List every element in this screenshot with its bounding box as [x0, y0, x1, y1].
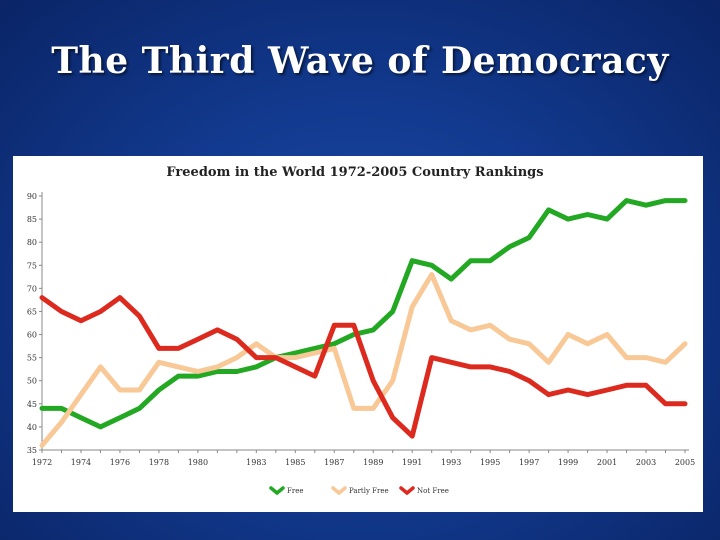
legend-swatch-free [275, 486, 285, 495]
y-tick-label: 70 [27, 284, 37, 293]
y-tick-label: 45 [27, 400, 37, 409]
x-tick-label: 1993 [441, 458, 461, 467]
series-line-not-free [39, 295, 688, 439]
y-tick-label: 65 [27, 307, 37, 316]
x-tick-label: 1983 [246, 458, 266, 467]
x-tick-label: 1999 [558, 458, 578, 467]
x-tick-label: 2001 [597, 458, 617, 467]
x-tick-label: 1976 [110, 458, 130, 467]
x-tick-label: 1978 [149, 458, 169, 467]
y-tick-label: 60 [27, 331, 37, 340]
x-tick-label: 1997 [519, 458, 539, 467]
series-line-free [39, 198, 688, 430]
chart-legend: Free Partly Free Not Free [269, 486, 449, 495]
y-tick-label: 75 [27, 261, 37, 270]
chart-series [39, 198, 688, 448]
x-tick-label: 2003 [636, 458, 656, 467]
x-tick-label: 1974 [71, 458, 91, 467]
slide-title: The Third Wave of Democracy [51, 40, 669, 82]
legend-label-not-free: Not Free [417, 487, 449, 495]
x-tick-label: 1980 [188, 458, 208, 467]
x-tick-label: 1995 [480, 458, 500, 467]
x-tick-label: 1972 [32, 458, 52, 467]
x-tick-label: 1989 [363, 458, 383, 467]
chart-axes: 35 40 45 50 55 60 65 70 75 80 85 90 1972 1974 1976 1978… [27, 192, 695, 467]
x-tick-label: 1991 [402, 458, 422, 467]
legend-swatch-partly-free [337, 486, 347, 495]
y-tick-label: 55 [27, 354, 37, 363]
x-tick-label: 1985 [285, 458, 305, 467]
series-line-partly-free [39, 272, 688, 448]
legend-label-free: Free [287, 487, 304, 495]
y-tick-label: 35 [27, 446, 37, 455]
legend-label-partly-free: Partly Free [349, 487, 389, 495]
y-tick-label: 90 [27, 192, 37, 201]
y-tick-label: 80 [27, 238, 37, 247]
y-tick-label: 85 [27, 215, 37, 224]
legend-swatch-not-free [405, 486, 415, 495]
y-tick-label: 40 [27, 423, 37, 432]
line-chart: Freedom in the World 1972-2005 Country R… [27, 165, 695, 495]
x-tick-label: 1987 [324, 458, 344, 467]
x-tick-label: 2005 [675, 458, 695, 467]
chart-panel: Freedom in the World 1972-2005 Country R… [13, 156, 703, 512]
chart-title: Freedom in the World 1972-2005 Country R… [166, 165, 543, 180]
y-tick-label: 50 [27, 377, 37, 386]
